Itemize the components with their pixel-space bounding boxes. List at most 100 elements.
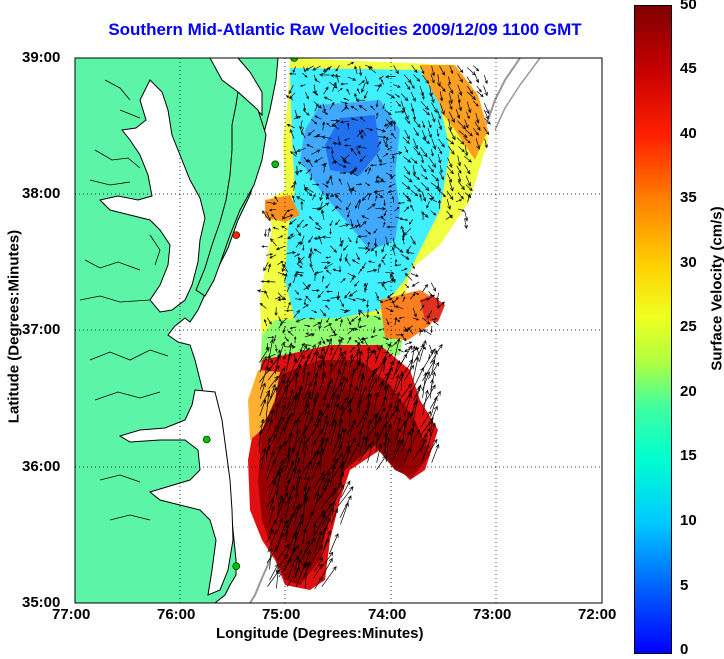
velocity-arrow [338,336,345,340]
velocity-arrow [439,165,443,174]
velocity-arrow [445,137,455,145]
velocity-arrow [385,136,389,146]
velocity-arrow [406,245,412,253]
velocity-arrow [349,276,354,283]
velocity-arrow [294,520,303,544]
velocity-arrow [431,65,436,77]
velocity-arrow [370,105,376,111]
velocity-arrow [448,92,453,105]
velocity-arrow [484,138,488,149]
velocity-arrow [269,383,276,400]
velocity-arrow [313,510,325,526]
velocity-arrow [439,103,445,116]
velocity-arrow [428,438,438,453]
velocity-arrow [305,65,314,71]
velocity-arrow [364,419,372,446]
velocity-arrow [377,281,387,285]
y-tick-37: 37:00 [22,321,61,338]
velocity-arrow [266,201,277,206]
velocity-arrow [344,144,351,147]
velocity-arrow [430,325,433,334]
velocity-arrow [367,241,370,248]
velocity-arrow [483,126,490,136]
velocity-arrow [419,194,422,202]
velocity-arrow [407,327,414,335]
velocity-arrow [377,135,387,139]
velocity-arrow [320,209,325,220]
velocity-arrow [275,553,288,572]
velocity-arrow [411,281,420,287]
velocity-arrow [329,81,338,89]
velocity-arrow [355,237,358,244]
velocity-arrow [465,175,471,187]
x-tick-76: 76:00 [157,606,196,623]
velocity-arrow [339,171,347,175]
velocity-arrow [392,151,403,156]
velocity-arrow [338,405,345,428]
velocity-arrow [400,371,405,391]
velocity-arrow [338,265,342,273]
velocity-arrow [300,200,304,211]
velocity-arrow [412,317,420,321]
velocity-arrow [303,284,312,291]
velocity-arrow [262,210,269,219]
velocity-arrow [465,129,473,137]
velocity-arrow [358,309,366,317]
velocity-arrow [375,192,384,199]
velocity-arrow [378,163,387,166]
velocity-arrow [350,186,355,194]
velocity-arrow [313,350,320,374]
velocity-arrow [281,262,287,273]
velocity-arrow [274,379,285,401]
velocity-arrow [361,215,369,220]
velocity-arrow [404,129,410,140]
velocity-arrow [412,438,428,461]
velocity-arrow [308,235,314,244]
velocity-arrow [431,173,440,182]
velocity-arrow [410,235,416,246]
velocity-arrow [302,72,308,78]
velocity-arrow [427,310,433,319]
velocity-arrow [398,316,405,320]
velocity-arrow [299,120,303,131]
velocity-arrow [476,90,484,98]
velocity-arrow [357,317,362,328]
velocity-arrow [331,444,342,463]
velocity-arrow [366,308,370,319]
velocity-arrow [419,339,427,362]
velocity-arrow [449,180,454,192]
velocity-arrow [404,346,413,353]
velocity-arrow [411,263,415,270]
velocity-arrow [321,360,326,381]
velocity-arrow [330,391,336,408]
velocity-arrow [332,142,342,146]
velocity-arrow [296,417,301,434]
velocity-arrow [447,157,453,169]
velocity-arrow [341,376,349,392]
velocity-arrow [404,364,415,381]
velocity-arrow [347,423,355,445]
velocity-arrow [326,338,333,345]
velocity-arrow [419,417,434,438]
velocity-arrow [322,111,329,115]
velocity-arrow [287,330,294,337]
velocity-arrow [292,272,298,284]
velocity-arrow [429,294,436,299]
velocity-arrow [376,298,384,303]
velocity-arrow [349,346,355,353]
velocity-arrow [410,103,415,113]
velocity-arrow [383,199,386,207]
velocity-arrow [483,74,488,85]
velocity-arrow [347,336,352,344]
velocity-arrow [347,437,356,452]
velocity-arrow [295,270,304,274]
velocity-arrow [355,146,361,155]
velocity-arrow [458,130,468,139]
velocity-arrow [422,108,430,116]
velocity-arrow [326,290,333,293]
velocity-arrow [304,324,311,328]
velocity-arrow [285,494,292,518]
velocity-arrow [375,206,387,211]
velocity-arrow [289,128,295,139]
velocity-arrow [326,122,332,128]
